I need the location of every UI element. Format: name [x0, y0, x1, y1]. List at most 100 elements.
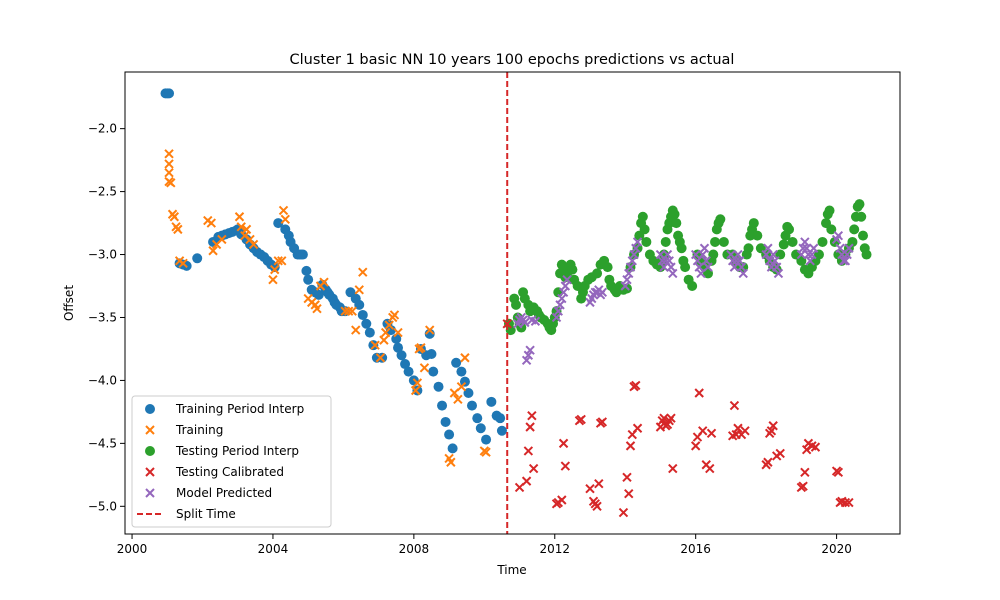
data-point — [849, 224, 860, 235]
data-point — [270, 264, 280, 275]
data-point — [451, 357, 462, 368]
data-point — [768, 421, 778, 431]
data-point — [694, 388, 704, 398]
data-point — [668, 463, 678, 474]
y-axis-label: Offset — [62, 285, 76, 321]
data-point — [801, 444, 812, 455]
data-point — [384, 320, 394, 330]
data-point — [585, 483, 595, 494]
data-point — [798, 481, 808, 491]
data-point — [637, 211, 648, 222]
data-point — [632, 237, 643, 247]
series-0 — [160, 88, 507, 454]
data-point — [248, 239, 259, 250]
data-point — [766, 426, 777, 436]
data-point — [400, 359, 411, 370]
data-point — [273, 218, 284, 229]
data-point — [268, 275, 278, 285]
data-point — [368, 340, 379, 351]
data-point — [740, 426, 750, 436]
data-point — [698, 426, 708, 436]
data-point — [375, 353, 386, 363]
data-point — [699, 243, 710, 253]
data-point — [166, 178, 176, 188]
data-point — [241, 224, 252, 235]
legend-label: Testing Period Interp — [175, 444, 299, 458]
data-point — [666, 262, 676, 272]
y-tick-label: −5.0 — [88, 499, 117, 513]
data-point — [525, 345, 535, 355]
data-point — [729, 400, 740, 411]
data-point — [705, 463, 715, 474]
data-point — [817, 236, 828, 247]
data-point — [446, 457, 456, 467]
legend-swatch — [145, 467, 155, 477]
data-point — [403, 366, 414, 377]
legend-entry: Split Time — [137, 507, 236, 521]
data-point — [475, 423, 486, 434]
legend-label: Training — [175, 423, 223, 437]
data-point — [854, 199, 865, 210]
data-point — [826, 224, 837, 235]
data-point — [787, 236, 798, 247]
legend-entry: Training Period Interp — [145, 402, 304, 416]
data-point — [698, 249, 708, 260]
data-point — [800, 467, 810, 478]
x-tick-label: 2000 — [117, 542, 148, 556]
data-point — [632, 423, 643, 433]
data-point — [694, 262, 704, 272]
data-point — [664, 256, 674, 266]
data-point — [703, 262, 713, 272]
data-point — [206, 218, 217, 228]
data-point — [784, 224, 795, 235]
legend-label: Model Predicted — [176, 486, 272, 500]
data-point — [412, 385, 423, 396]
data-point — [472, 413, 483, 424]
x-tick-label: 2016 — [680, 542, 711, 556]
data-point — [558, 287, 569, 298]
data-point — [553, 306, 564, 316]
x-tick-label: 2008 — [399, 542, 430, 556]
data-point — [217, 234, 227, 245]
data-point — [639, 224, 650, 235]
data-point — [428, 366, 439, 377]
data-point — [671, 218, 682, 229]
x-axis-label: Time — [496, 563, 526, 577]
legend-swatch — [145, 488, 155, 498]
data-point — [456, 382, 467, 392]
legend-label: Training Period Interp — [175, 402, 304, 416]
data-point — [410, 385, 421, 396]
data-point — [567, 264, 578, 275]
data-point — [680, 262, 691, 273]
data-point — [840, 256, 851, 266]
data-point — [718, 236, 729, 247]
series-1 — [164, 149, 491, 467]
data-point — [466, 400, 477, 411]
data-point — [625, 262, 636, 272]
data-point — [370, 340, 380, 350]
data-point — [357, 309, 368, 320]
data-point — [389, 310, 400, 320]
data-point — [514, 482, 525, 493]
data-point — [576, 414, 586, 425]
data-point — [824, 205, 835, 216]
legend-label: Testing Calibrated — [175, 465, 284, 479]
data-point — [833, 230, 844, 241]
y-tick-label: −4.0 — [88, 373, 117, 387]
data-point — [380, 327, 391, 338]
data-point — [662, 249, 673, 260]
data-point — [810, 442, 821, 452]
data-point — [169, 212, 180, 222]
data-point — [303, 274, 314, 285]
data-point — [624, 489, 634, 499]
data-point — [631, 243, 641, 253]
data-point — [358, 267, 368, 277]
data-point — [706, 428, 717, 438]
data-point — [592, 501, 602, 512]
data-point — [733, 249, 743, 260]
data-point — [319, 277, 329, 287]
data-point — [343, 306, 354, 316]
data-point — [840, 497, 851, 508]
x-tick-label: 2020 — [821, 542, 852, 556]
